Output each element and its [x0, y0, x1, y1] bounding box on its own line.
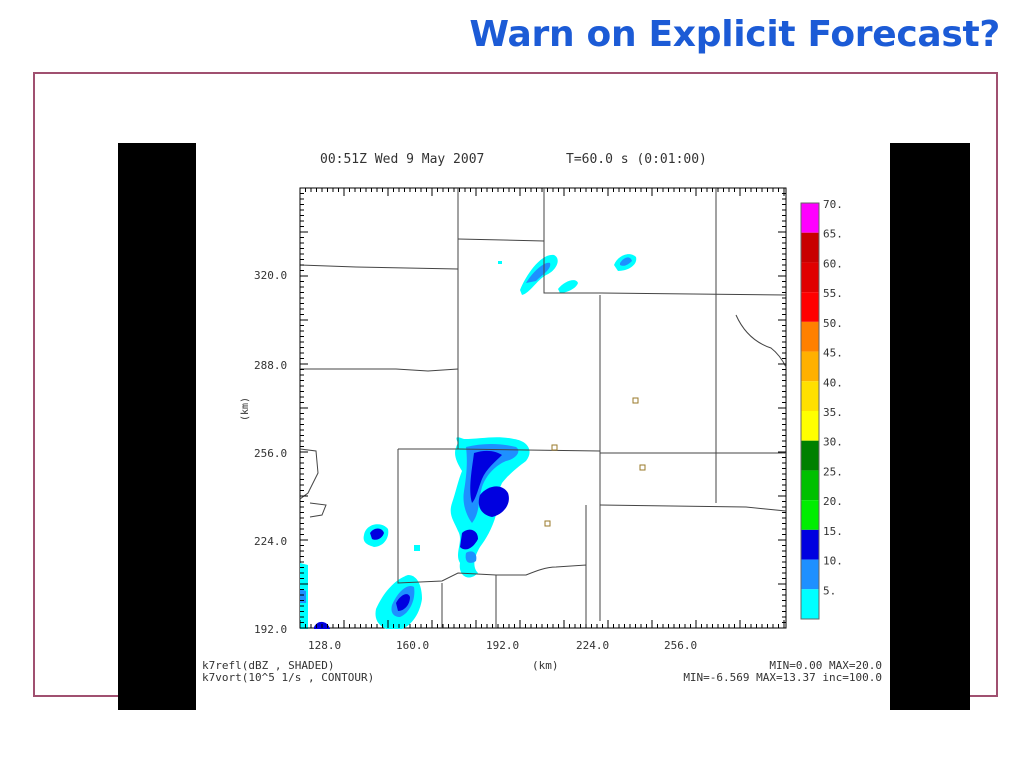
- colorbar-border: [800, 202, 820, 620]
- colorbar-swatch: [801, 262, 819, 293]
- x-tick-label: 128.0: [308, 639, 341, 652]
- colorbar-swatch: [801, 529, 819, 560]
- radar-plot-svg: 00:51Z Wed 9 May 2007 T=60.0 s (0:01:00): [202, 152, 882, 684]
- colorbar-label: 40.: [823, 376, 843, 389]
- colorbar-swatch: [801, 440, 819, 471]
- right-black-bar: [890, 143, 970, 710]
- colorbar-swatch: [801, 411, 819, 441]
- left-black-bar: [118, 143, 196, 710]
- colorbar-swatch: [801, 203, 819, 233]
- colorbar-swatch: [801, 351, 819, 382]
- colorbar-label: 55.: [823, 287, 843, 300]
- y-axis-label: (km): [240, 397, 251, 421]
- colorbar-label: 5.: [823, 584, 836, 597]
- header-time: 00:51Z Wed 9 May 2007: [320, 152, 484, 167]
- x-tick-label: 160.0: [396, 639, 429, 652]
- colorbar-label: 15.: [823, 525, 843, 538]
- station-markers: [544, 397, 646, 527]
- y-tick-label: 256.0: [254, 447, 287, 460]
- x-tick-labels: 128.0 160.0 192.0 224.0 256.0: [308, 639, 697, 652]
- axis-ticks: [299, 187, 786, 629]
- field2-stats: MIN=-6.569 MAX=13.37 inc=100.0: [683, 671, 882, 684]
- boundaries: [299, 188, 787, 628]
- colorbar-label: 65.: [823, 228, 843, 241]
- y-tick-labels: 320.0 288.0 256.0 224.0 192.0: [254, 269, 287, 636]
- colorbar-legend: 70. 65. 60. 55. 50. 45. 40. 35. 30. 25. 20. 15. 10. 5…: [800, 198, 843, 620]
- colorbar-swatch: [801, 559, 819, 590]
- y-tick-label: 288.0: [254, 359, 287, 372]
- colorbar-label: 50.: [823, 317, 843, 330]
- colorbar-swatch: [801, 381, 819, 411]
- y-tick-label: 320.0: [254, 269, 287, 282]
- colorbar-swatch: [801, 321, 819, 352]
- x-axis-label: (km): [532, 659, 559, 672]
- colorbar-label: 20.: [823, 495, 843, 508]
- x-tick-label: 224.0: [576, 639, 609, 652]
- x-tick-label: 256.0: [664, 639, 697, 652]
- colorbar-swatch: [801, 292, 819, 322]
- figure-footer: k7refl(dBZ , SHADED) k7vort(10^5 1/s , C…: [202, 659, 882, 684]
- colorbar-label: 10.: [823, 555, 843, 568]
- colorbar-label: 30.: [823, 436, 843, 449]
- colorbar-swatch: [801, 500, 819, 530]
- colorbar-label: 45.: [823, 347, 843, 360]
- colorbar-swatch: [801, 589, 819, 619]
- y-tick-label: 224.0: [254, 535, 287, 548]
- colorbar-label: 60.: [823, 257, 843, 270]
- colorbar-label: 35.: [823, 406, 843, 419]
- x-tick-label: 192.0: [486, 639, 519, 652]
- header-step: T=60.0 s (0:01:00): [566, 152, 707, 167]
- radar-figure: 00:51Z Wed 9 May 2007 T=60.0 s (0:01:00): [196, 143, 890, 710]
- reflectivity-echoes: [300, 254, 637, 629]
- colorbar-label: 25.: [823, 465, 843, 478]
- colorbar-swatch: [801, 470, 819, 501]
- colorbar-label: 70.: [823, 198, 843, 211]
- colorbar-swatch: [801, 232, 819, 263]
- field2-label: k7vort(10^5 1/s , CONTOUR): [202, 671, 374, 684]
- map-panel: [299, 187, 787, 629]
- y-tick-label: 192.0: [254, 623, 287, 636]
- field1-label: k7refl(dBZ , SHADED): [202, 659, 334, 672]
- field1-stats: MIN=0.00 MAX=20.0: [769, 659, 882, 672]
- slide-title: Warn on Explicit Forecast?: [469, 14, 1000, 55]
